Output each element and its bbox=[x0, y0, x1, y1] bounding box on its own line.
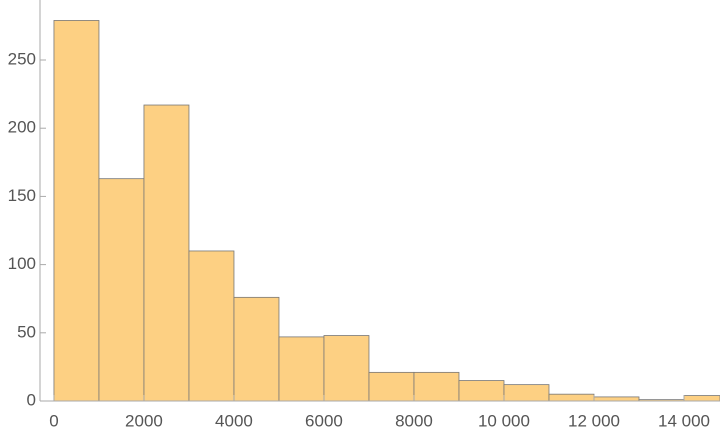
y-tick-label: 200 bbox=[8, 118, 36, 137]
bar bbox=[143, 104, 190, 402]
bar bbox=[548, 393, 595, 402]
x-tick-label: 12 000 bbox=[568, 411, 620, 430]
bar bbox=[53, 20, 100, 402]
x-tick-label: 6000 bbox=[305, 411, 343, 430]
x-tick-label: 4000 bbox=[215, 411, 253, 430]
y-tick-label: 0 bbox=[27, 390, 36, 409]
bar bbox=[683, 395, 720, 402]
bar bbox=[458, 380, 505, 402]
bar bbox=[233, 296, 280, 402]
x-tick-label: 10 000 bbox=[478, 411, 530, 430]
y-tick-label: 250 bbox=[8, 49, 36, 68]
bar bbox=[188, 250, 235, 402]
bar bbox=[503, 384, 550, 402]
bar bbox=[278, 336, 325, 402]
bar bbox=[323, 335, 370, 402]
x-tick-label: 14 000 bbox=[658, 411, 710, 430]
x-tick-label: 2000 bbox=[125, 411, 163, 430]
y-tick-label: 100 bbox=[8, 254, 36, 273]
bar bbox=[413, 371, 460, 402]
y-tick-label: 150 bbox=[8, 186, 36, 205]
y-tick-label: 50 bbox=[17, 322, 36, 341]
bar bbox=[98, 178, 145, 402]
x-tick-label: 8000 bbox=[395, 411, 433, 430]
bar bbox=[593, 396, 640, 402]
bar bbox=[368, 371, 415, 402]
x-tick-label: 0 bbox=[49, 411, 58, 430]
